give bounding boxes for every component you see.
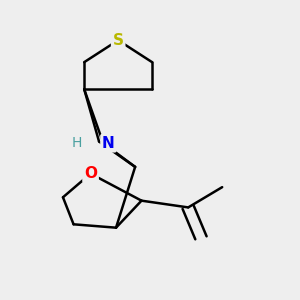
- Text: O: O: [84, 166, 97, 181]
- Text: S: S: [113, 33, 124, 48]
- Text: N: N: [102, 136, 115, 151]
- Text: H: H: [72, 136, 82, 150]
